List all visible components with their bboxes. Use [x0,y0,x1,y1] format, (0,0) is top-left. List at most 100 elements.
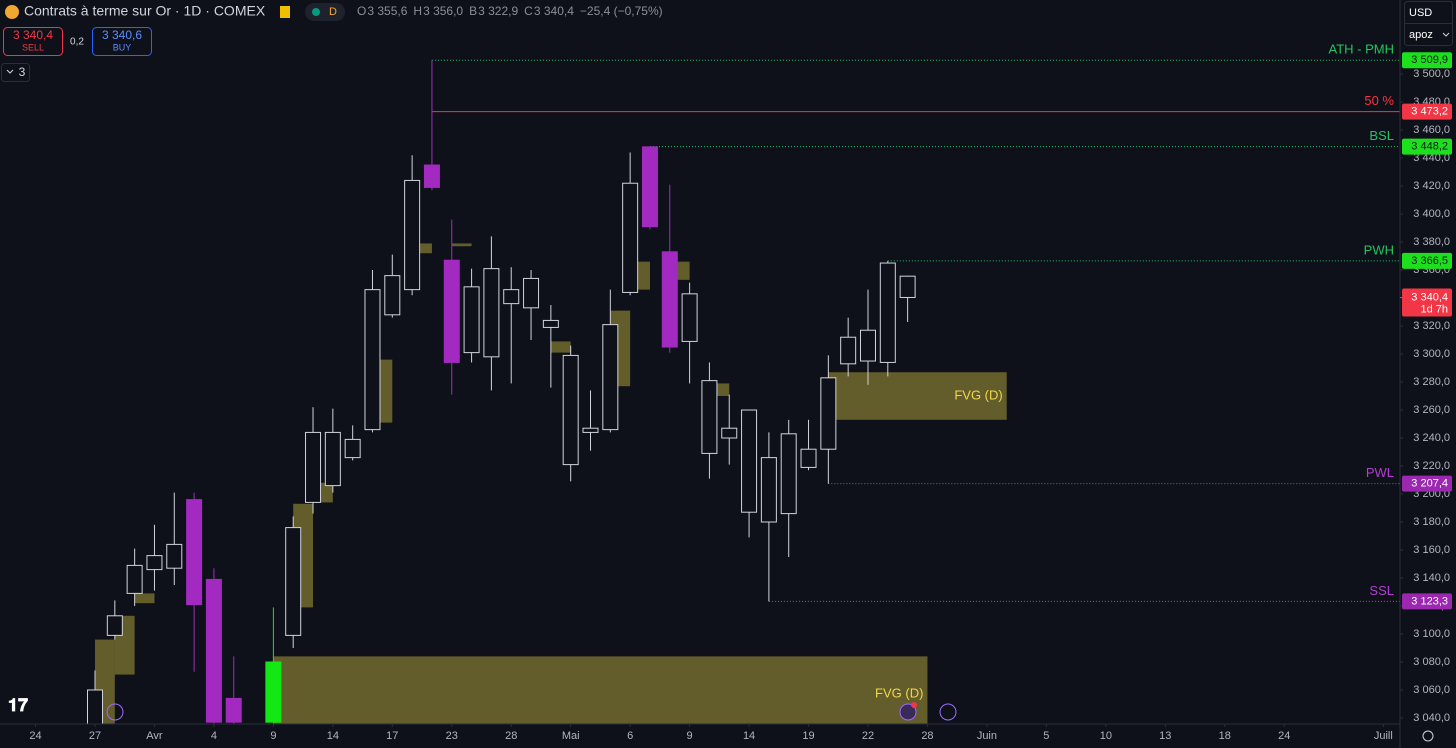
symbol-title[interactable]: Contrats à terme sur Or · 1D · COMEX [24,3,266,19]
candle-body [582,427,599,433]
candle-body [463,286,480,354]
x-tick-label: 22 [862,730,874,742]
x-tick-label: 18 [1219,730,1231,742]
fvg-zone [412,243,432,254]
currency[interactable]: USD [1409,7,1432,19]
fvg-label: FVG (D) [954,387,1002,402]
candle-body [443,259,460,363]
x-tick-label: 14 [743,730,755,742]
level-price: 3 509,9 [1411,54,1448,66]
candle-body [86,689,103,724]
account[interactable]: apoz [1409,29,1433,41]
level-name: PWH [1364,242,1394,257]
flag-icon[interactable] [280,6,290,18]
x-tick-label: 5 [1043,730,1049,742]
ohlc-value: 3 322,9 [478,4,518,18]
settings-icon[interactable] [1422,730,1434,742]
y-tick-label: 3 420,0 [1413,180,1450,192]
ohlc-key: C [524,4,533,18]
x-tick-label: 10 [1100,730,1112,742]
x-tick-label: 24 [1278,730,1290,742]
y-tick-label: 3 180,0 [1413,516,1450,528]
level-price: 3 123,3 [1411,595,1448,607]
ohlc-value: 3 355,6 [367,4,407,18]
candle-body [106,615,123,636]
interval-badge: D [329,6,337,18]
candle-body [146,555,163,571]
level-price: 3 473,2 [1411,105,1448,117]
candle-body [305,431,322,503]
chevron [1442,32,1450,37]
candle-body [760,457,777,523]
y-tick-label: 3 220,0 [1413,460,1450,472]
y-tick-label: 3 320,0 [1413,320,1450,332]
indicators-toggle[interactable] [1,63,30,82]
candle-body [899,275,916,298]
event-icon[interactable] [939,703,957,721]
ohlc-key: B [469,4,477,18]
fvg-label: FVG (D) [875,686,923,701]
y-tick-label: 3 260,0 [1413,404,1450,416]
event-icon[interactable] [899,703,917,721]
x-tick-label: 14 [327,730,339,742]
candle-body [503,289,520,305]
candle-body [622,182,639,293]
x-tick-label: 19 [802,730,814,742]
countdown: 1d 7h [1420,303,1448,315]
level-name: ATH - PMH [1329,42,1394,57]
candle-body [602,324,619,431]
x-tick-label: 6 [627,730,633,742]
ohlc-value: 3 356,0 [423,4,463,18]
candle-body [820,377,837,450]
candle-body [344,438,361,459]
level-box [1402,103,1452,120]
status-dot [312,8,320,16]
logo: 𝟏𝟕 [8,695,28,715]
sell-label: SELL [22,42,44,52]
y-tick-label: 3 460,0 [1413,124,1450,136]
y-tick-label: 3 160,0 [1413,544,1450,556]
x-tick-label: 27 [89,730,101,742]
candle-body [562,354,579,466]
candle-body [384,275,401,316]
candle-body [423,164,440,188]
y-tick-label: 3 060,0 [1413,684,1450,696]
level-box [1402,252,1452,269]
candle-body [661,251,678,348]
x-tick-label: 28 [921,730,933,742]
y-tick-label: 3 100,0 [1413,628,1450,640]
badge [305,3,345,21]
chevron [6,69,14,74]
fvg-zone [550,341,571,353]
candle-body [166,543,183,569]
sell-button[interactable] [3,27,63,56]
ohlc-value: 3 340,4 [534,4,574,18]
candle-body [483,268,500,358]
x-tick-label: 13 [1159,730,1171,742]
candle-body [681,293,698,342]
candle-body [324,431,341,487]
candle-body [780,433,797,515]
candle-body [800,448,817,468]
candle-body [285,527,302,636]
candle-body [523,277,540,309]
level-price: 3 366,5 [1411,255,1448,267]
y-tick-label: 3 380,0 [1413,236,1450,248]
candle-body [641,146,658,228]
y-tick-label: 3 080,0 [1413,656,1450,668]
y-tick-label: 3 040,0 [1413,712,1450,724]
axes: 3 040,03 060,03 080,03 100,03 120,03 140… [29,42,1452,742]
buy-button[interactable] [92,27,152,56]
event-icon[interactable] [106,703,124,721]
ohlc-key: H [413,4,422,18]
spread: 0,2 [70,37,84,48]
fvg-zone [134,593,155,604]
level-box [1402,475,1452,492]
buy-price: 3 340,6 [102,28,142,42]
level-box [1402,593,1452,610]
fvg-zone [451,243,472,247]
